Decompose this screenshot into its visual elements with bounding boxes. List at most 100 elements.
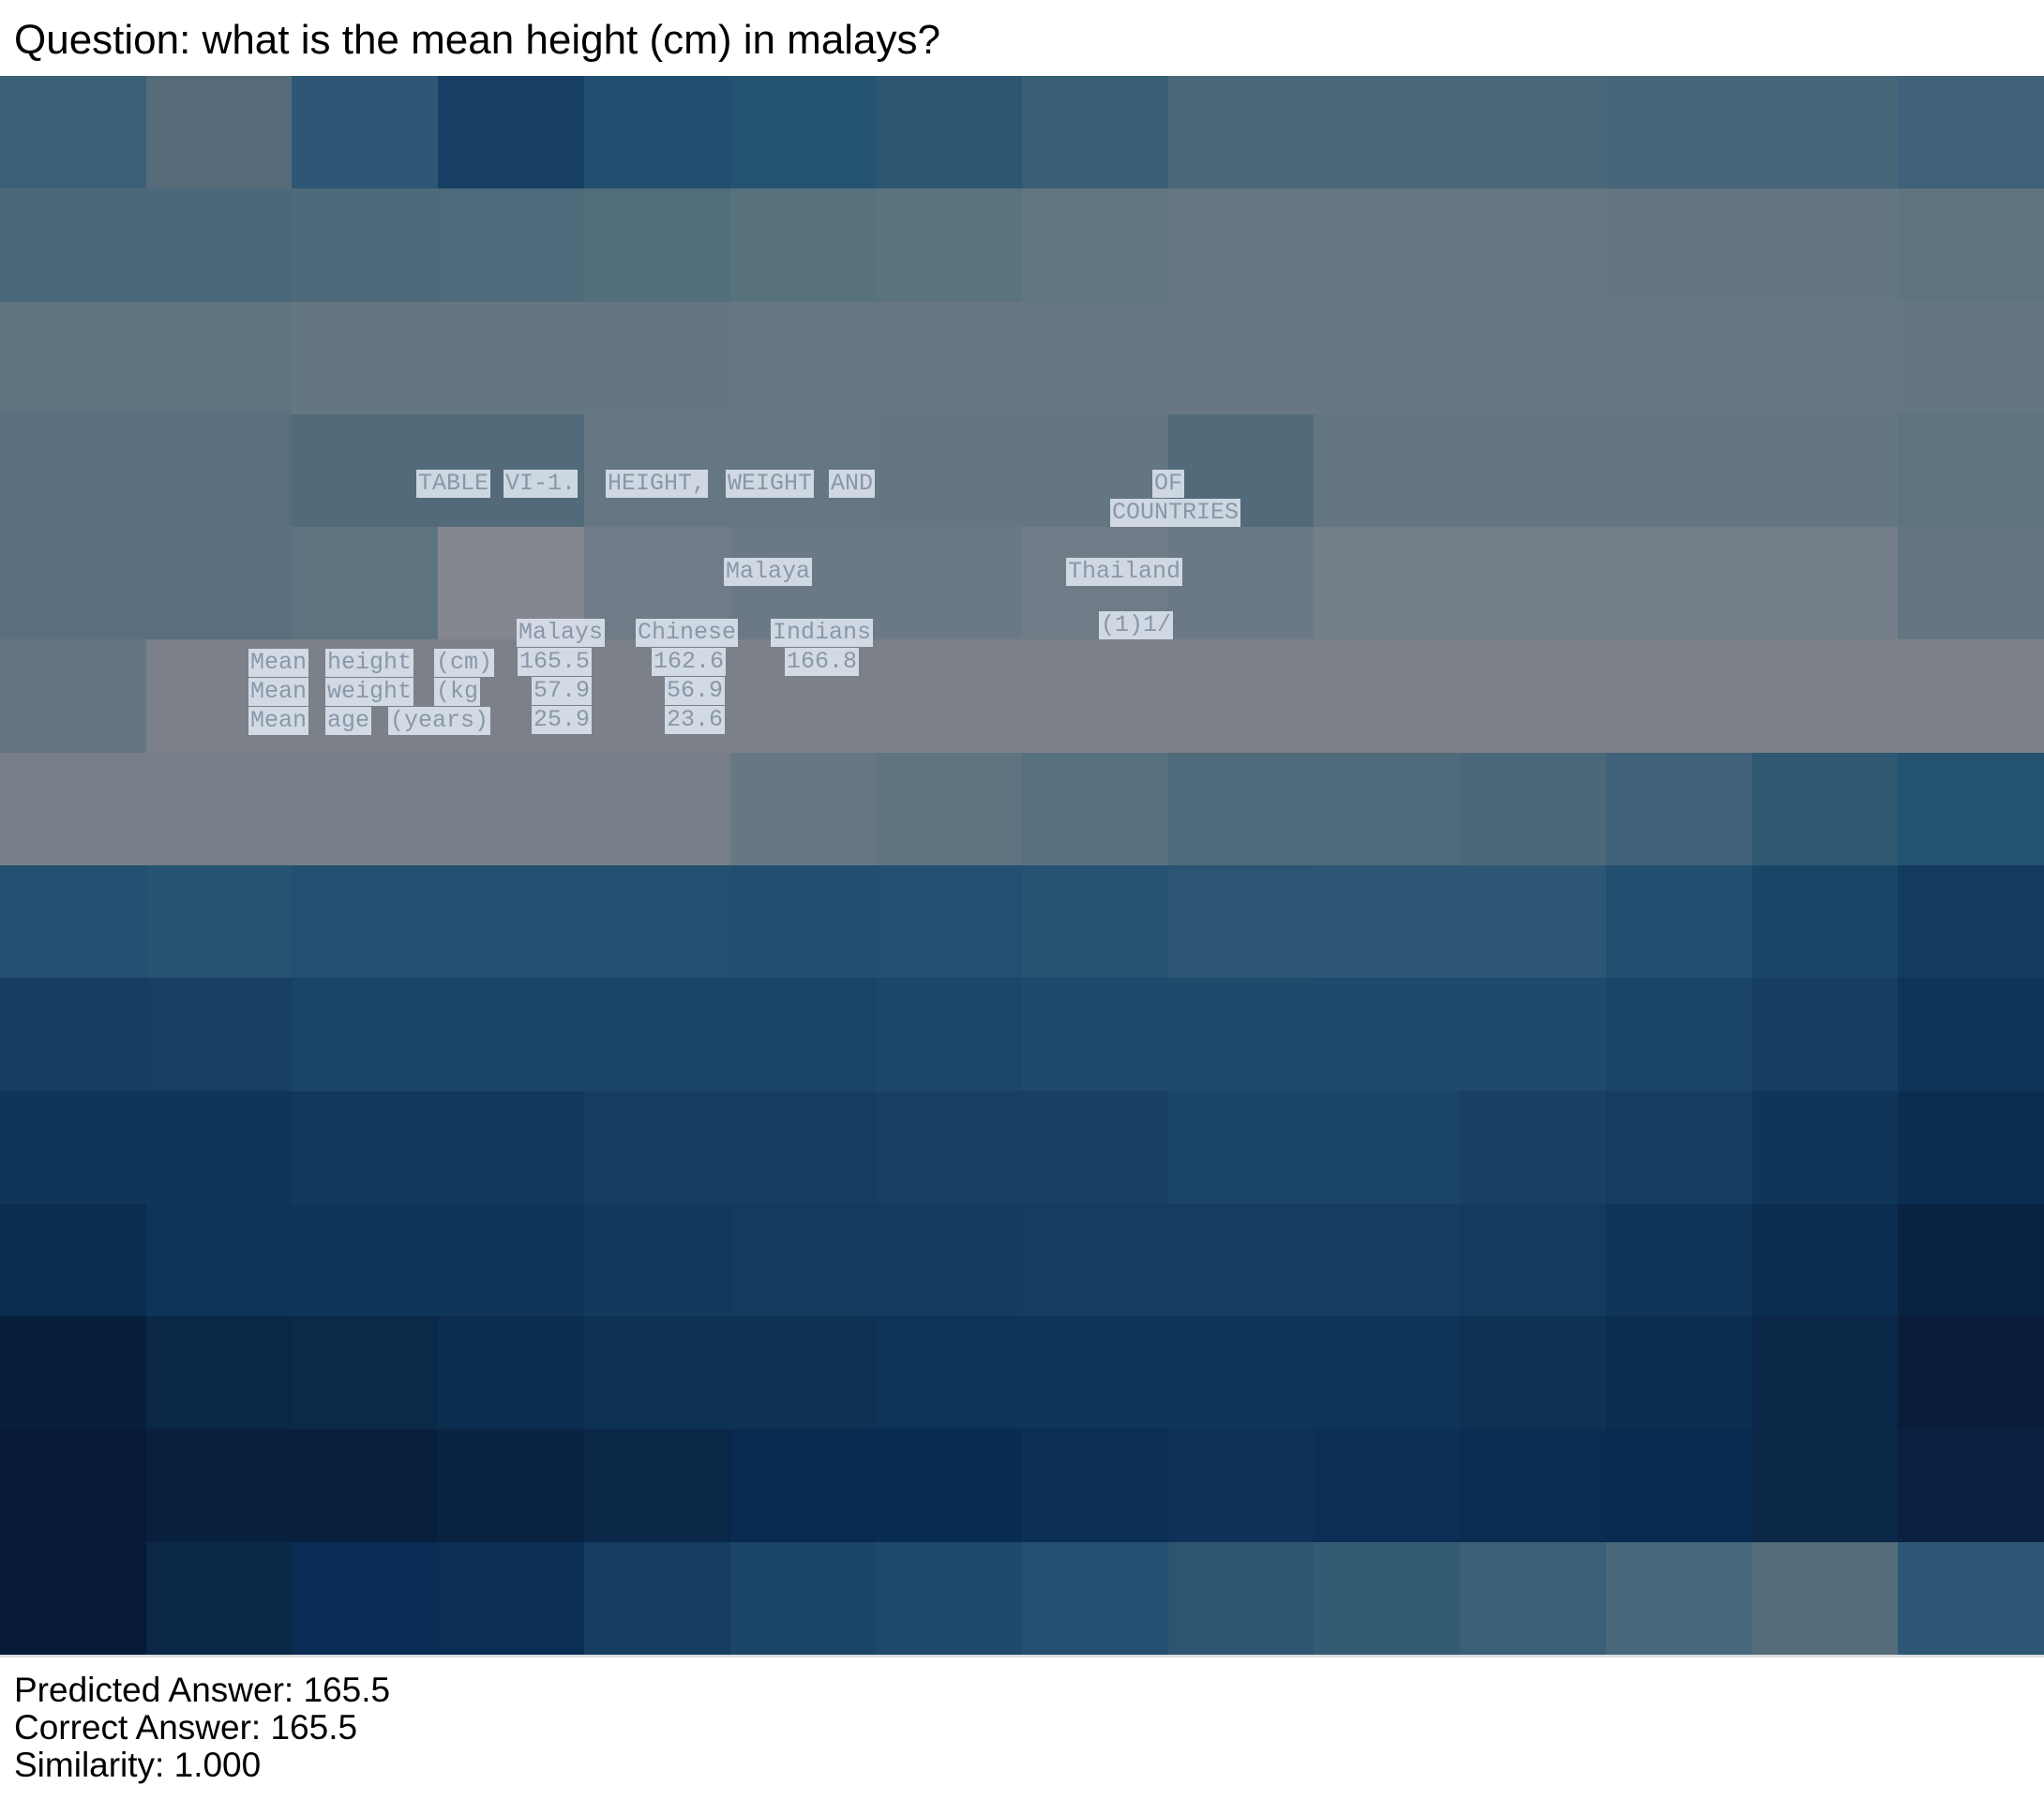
heatmap-cell	[1751, 1203, 1899, 1317]
heatmap-cell	[1021, 1541, 1168, 1655]
heatmap-cell	[1898, 76, 2044, 189]
heatmap-cell	[438, 864, 584, 979]
heatmap-cell	[1460, 1316, 1606, 1430]
heatmap-cell	[876, 1316, 1022, 1430]
heatmap-cell	[583, 76, 730, 189]
table-cell: 25.9	[532, 706, 593, 734]
column-header-chinese: Chinese	[636, 619, 739, 647]
heatmap-cell	[1460, 188, 1606, 302]
row-label-word: (kg	[434, 678, 481, 706]
similarity-score: Similarity: 1.000	[14, 1746, 262, 1784]
heatmap-cell	[1021, 301, 1168, 414]
heatmap-cell	[876, 978, 1022, 1091]
heatmap-cell	[0, 1090, 146, 1204]
heatmap-cell	[1021, 188, 1168, 302]
heatmap-cell	[1605, 1316, 1752, 1430]
table-cell: 166.8	[785, 648, 860, 676]
table-cell: 165.5	[518, 648, 593, 676]
heatmap-cell	[729, 1429, 877, 1542]
heatmap-cell	[292, 978, 439, 1091]
title-word: VI-1.	[503, 470, 579, 498]
heatmap-cell	[292, 301, 439, 414]
heatmap-cell	[1460, 978, 1606, 1091]
heatmap-cell	[1167, 301, 1315, 414]
heatmap-cell	[876, 301, 1022, 414]
heatmap-cell	[0, 188, 146, 302]
heatmap-cell	[438, 1429, 584, 1542]
heatmap-cell	[145, 413, 293, 528]
heatmap-cell	[1167, 76, 1315, 189]
heatmap-cell	[292, 864, 439, 979]
heatmap-cell	[1605, 413, 1752, 528]
heatmap-cell	[1021, 1203, 1168, 1317]
heatmap-cell	[292, 1541, 439, 1655]
heatmap-cell	[1167, 978, 1315, 1091]
heatmap-cell	[438, 188, 584, 302]
heatmap-cell	[145, 752, 293, 865]
heatmap-cell	[729, 76, 877, 189]
heatmap-cell	[438, 752, 584, 865]
heatmap-cell	[1751, 413, 1899, 528]
heatmap-cell	[583, 188, 730, 302]
heatmap-cell	[0, 1316, 146, 1430]
heatmap-cell	[0, 76, 146, 189]
heatmap-cell	[1460, 1203, 1606, 1317]
heatmap-cell	[1751, 1316, 1899, 1430]
heatmap-cell	[292, 76, 439, 189]
heatmap-cell	[1021, 639, 1168, 753]
row-label-word: (cm)	[434, 649, 495, 677]
heatmap-cell	[1314, 864, 1461, 979]
heatmap-cell	[438, 301, 584, 414]
heatmap-cell	[1314, 1090, 1461, 1204]
heatmap-cell	[729, 1316, 877, 1430]
heatmap-cell	[1605, 1203, 1752, 1317]
heatmap-cell	[1605, 1090, 1752, 1204]
heatmap-cell	[0, 301, 146, 414]
heatmap-cell	[876, 864, 1022, 979]
heatmap-cell	[1898, 188, 2044, 302]
heatmap-cell	[1314, 76, 1461, 189]
title-word: WEIGHT	[726, 470, 815, 498]
heatmap-cell	[1898, 1541, 2044, 1655]
heatmap-cell	[1167, 639, 1315, 753]
heatmap-cell	[292, 1429, 439, 1542]
heatmap-cell	[1021, 1429, 1168, 1542]
heatmap-cell	[1460, 527, 1606, 640]
title-word: HEIGHT,	[606, 470, 709, 498]
heatmap-cell	[0, 1429, 146, 1542]
heatmap-cell	[1021, 752, 1168, 865]
heatmap-cell	[729, 1541, 877, 1655]
heatmap-cell	[1460, 1429, 1606, 1542]
heatmap-cell	[145, 864, 293, 979]
heatmap-cell	[1898, 1090, 2044, 1204]
heatmap-cell	[1167, 1090, 1315, 1204]
heatmap-cell	[729, 301, 877, 414]
heatmap-cell	[1167, 1541, 1315, 1655]
question-text: Question: what is the mean height (cm) i…	[14, 17, 941, 63]
heatmap-cell	[0, 752, 146, 865]
heatmap-cell	[876, 1203, 1022, 1317]
heatmap-cell	[1314, 639, 1461, 753]
heatmap-cell	[1314, 188, 1461, 302]
title-word: AND	[829, 470, 876, 498]
heatmap-cell	[292, 1090, 439, 1204]
row-label-word: weight	[325, 678, 414, 706]
heatmap-cell	[1751, 188, 1899, 302]
heatmap-cell	[145, 1090, 293, 1204]
attention-heatmap	[0, 76, 2044, 1655]
title-word-right: COUNTRIES	[1110, 499, 1241, 527]
heatmap-cell	[292, 527, 439, 640]
heatmap-cell	[1460, 413, 1606, 528]
heatmap-cell	[0, 527, 146, 640]
heatmap-cell	[1167, 1429, 1315, 1542]
heatmap-cell	[876, 752, 1022, 865]
row-label-word: Mean	[248, 649, 309, 677]
heatmap-cell	[583, 1090, 730, 1204]
row-label-word: Mean	[248, 678, 309, 706]
column-header-malays: Malays	[517, 619, 606, 647]
row-label-word: Mean	[248, 707, 309, 735]
heatmap-cell	[729, 188, 877, 302]
row-label-word: age	[325, 707, 372, 735]
heatmap-cell	[438, 978, 584, 1091]
thailand-label: Thailand	[1066, 558, 1183, 586]
